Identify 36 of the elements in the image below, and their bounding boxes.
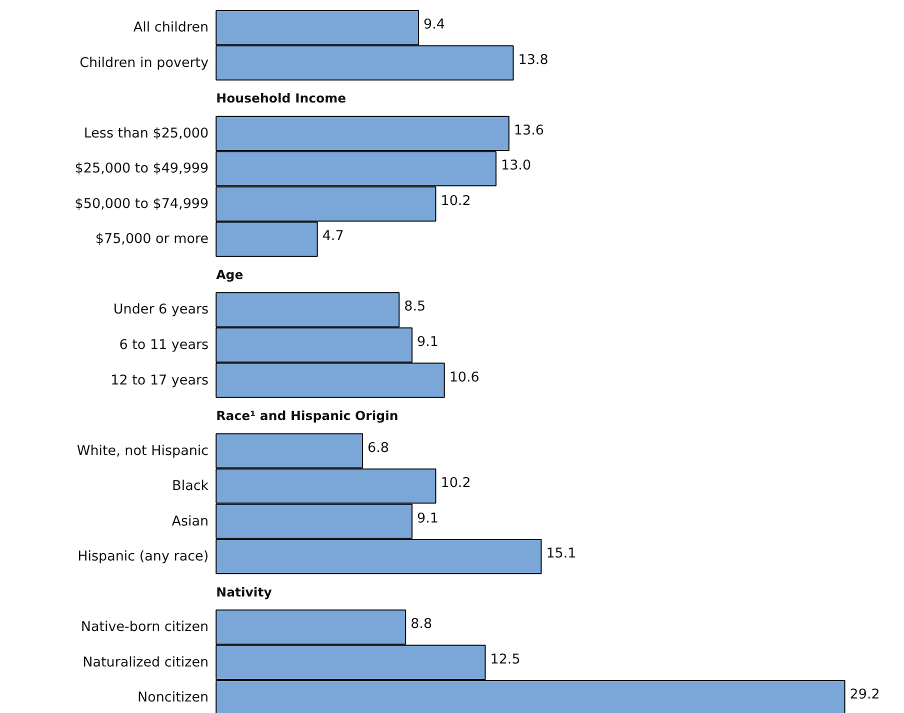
data-label: 6.8 <box>368 440 390 456</box>
y-tick-label: Less than $25,000 <box>84 125 209 142</box>
y-tick-label: Nativity <box>216 584 272 600</box>
y-tick-label: Children in poverty <box>80 54 209 71</box>
y-tick-label: Age <box>216 266 244 282</box>
data-label: 13.6 <box>514 122 544 138</box>
y-tick-label: Native-born citizen <box>80 619 209 636</box>
data-label: 13.0 <box>501 158 532 174</box>
y-tick-label: $25,000 to $49,999 <box>74 160 209 177</box>
y-tick-label: Black <box>172 478 209 494</box>
data-label: 29.2 <box>850 686 880 703</box>
data-label: 12.5 <box>490 651 520 668</box>
y-tick-label: Noncitizen <box>138 690 209 706</box>
y-tick-label: 12 to 17 years <box>110 372 209 388</box>
y-tick-label: Household Income <box>216 90 346 106</box>
y-tick-label: Under 6 years <box>113 302 209 318</box>
y-tick-label: $75,000 or more <box>95 231 209 248</box>
y-tick-label: $50,000 to $74,999 <box>74 196 209 212</box>
data-label: 4.7 <box>322 228 344 244</box>
data-label: 15.1 <box>546 546 576 562</box>
y-tick-label: White, not Hispanic <box>76 442 209 459</box>
data-label: 8.8 <box>410 616 432 632</box>
data-label: 10.2 <box>440 475 471 492</box>
data-label: 13.8 <box>518 52 548 68</box>
data-label: 8.5 <box>404 298 426 315</box>
data-label: 9.1 <box>417 334 439 350</box>
data-label: 9.4 <box>424 16 445 33</box>
y-tick-label: 6 to 11 years <box>119 337 209 354</box>
y-tick-label: Hispanic (any race) <box>78 548 209 565</box>
data-label: 10.2 <box>440 192 471 209</box>
y-tick-label: All children <box>133 20 209 36</box>
y-tick-label: Race¹ and Hispanic Origin <box>216 408 398 424</box>
data-label: 9.1 <box>417 510 439 526</box>
y-tick-label: Asian <box>172 513 209 530</box>
data-label: 10.6 <box>449 369 480 386</box>
y-tick-label: Naturalized citizen <box>82 654 209 670</box>
